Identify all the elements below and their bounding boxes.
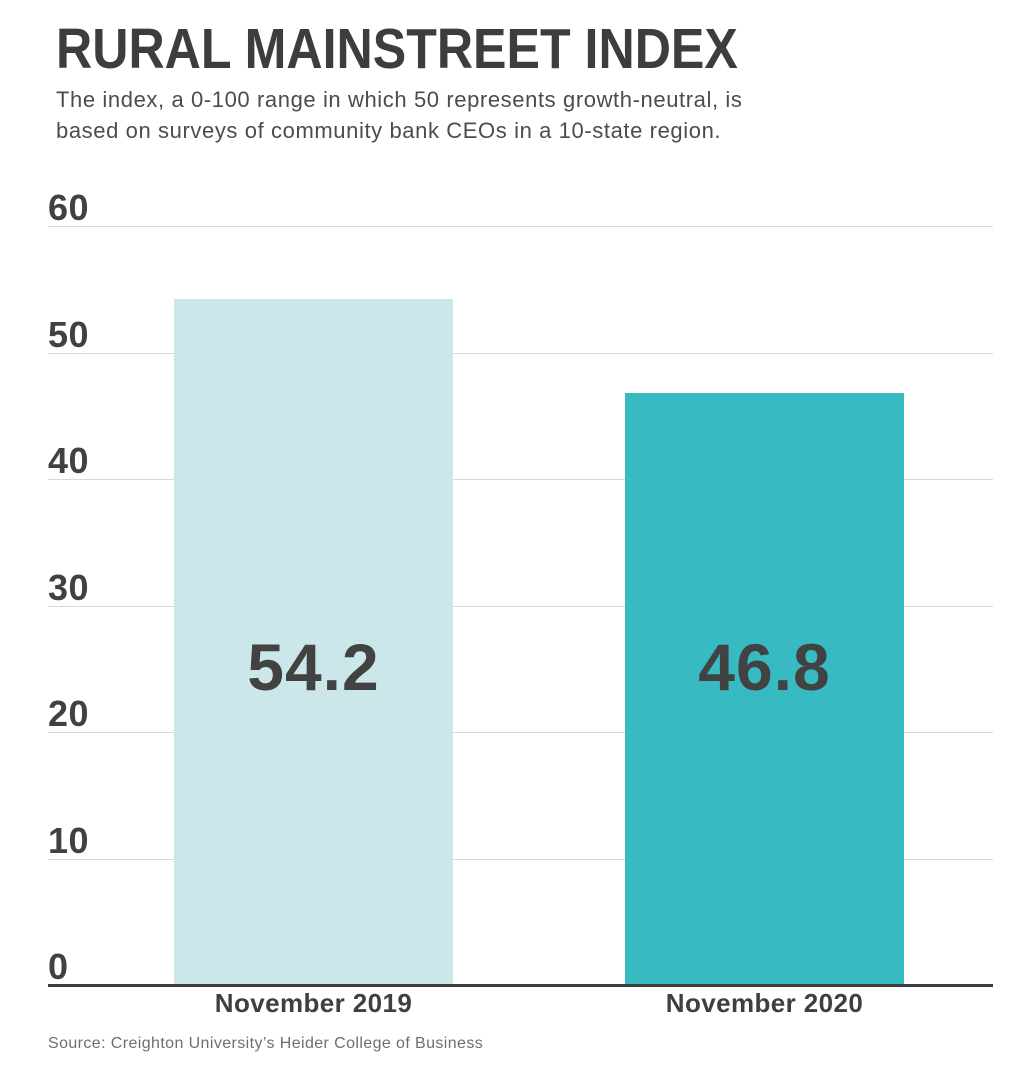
chart-subtitle: The index, a 0-100 range in which 50 rep… xyxy=(56,84,743,146)
x-axis-label: November 2019 xyxy=(214,988,413,1018)
gridline xyxy=(48,479,993,480)
bar-november-2020 xyxy=(625,393,904,985)
chart-title: RURAL MAINSTREET INDEX xyxy=(56,17,738,81)
gridline xyxy=(48,353,993,354)
x-axis-label: November 2020 xyxy=(665,988,864,1018)
bar-value-label: 54.2 xyxy=(247,630,380,704)
gridline xyxy=(48,732,993,733)
y-tick-label: 20 xyxy=(48,693,90,734)
source-note: Source: Creighton University’s Heider Co… xyxy=(48,1035,484,1052)
chart-subtitle-line-2: based on surveys of community bank CEOs … xyxy=(56,118,722,143)
y-tick-label: 60 xyxy=(48,187,90,228)
chart-subtitle-line-1: The index, a 0-100 range in which 50 rep… xyxy=(56,87,743,112)
y-tick-label: 40 xyxy=(48,440,90,481)
y-tick-label: 0 xyxy=(48,946,69,987)
x-axis-line xyxy=(48,984,993,987)
y-tick-label: 10 xyxy=(48,820,90,861)
gridline xyxy=(48,606,993,607)
gridline xyxy=(48,859,993,860)
gridline xyxy=(48,226,993,227)
y-tick-label: 30 xyxy=(48,567,90,608)
y-tick-label: 50 xyxy=(48,314,90,355)
bar-value-label: 46.8 xyxy=(698,630,831,704)
bar-november-2019 xyxy=(174,299,453,985)
